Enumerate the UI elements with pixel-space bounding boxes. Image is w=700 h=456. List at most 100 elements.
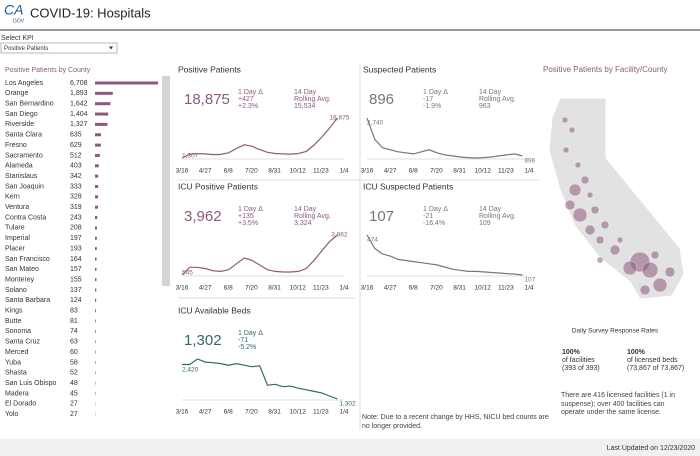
county-name: Ventura xyxy=(5,204,29,211)
facility-bubble xyxy=(639,284,651,296)
county-bar xyxy=(95,350,96,354)
kpi-dropdown[interactable] xyxy=(0,42,118,54)
county-value: 403 xyxy=(70,163,82,170)
x-tick-label: 6/8 xyxy=(224,409,233,416)
hhs-note: Note: Due to a recent change by HHS, NIC… xyxy=(362,414,549,430)
avg-label: 14 Day xyxy=(479,89,502,96)
trend-line xyxy=(182,358,338,400)
county-value: 58 xyxy=(70,359,78,366)
county-bar xyxy=(95,133,101,137)
county-name: Kings xyxy=(5,308,23,315)
county-name: El Dorado xyxy=(5,401,36,408)
county-bar xyxy=(95,360,96,364)
county-value: 328 xyxy=(70,194,82,201)
x-tick-label: 1/4 xyxy=(339,168,348,175)
facility-bubble xyxy=(616,236,624,244)
county-name: Solano xyxy=(5,287,27,294)
facility-bubble xyxy=(595,235,605,245)
panel-title: ICU Available Beds xyxy=(178,305,251,315)
facility-bubble xyxy=(609,244,621,256)
x-tick-label: 3/16 xyxy=(176,285,189,292)
survey-pct: 100% xyxy=(627,349,646,356)
county-value: 319 xyxy=(70,204,82,211)
kpi-selected[interactable]: Positive Patients xyxy=(4,46,48,52)
x-tick-label: 4/27 xyxy=(199,168,212,175)
page-title: COVID-19: Hospitals xyxy=(30,5,151,20)
county-name: Fresno xyxy=(5,142,27,149)
facility-bubble xyxy=(600,220,610,230)
county-bar xyxy=(95,102,111,106)
x-tick-label: 1/4 xyxy=(339,285,348,292)
county-name: Yolo xyxy=(5,411,18,418)
panel-title: Suspected Patients xyxy=(363,64,436,74)
start-label: 2,420 xyxy=(182,366,199,373)
x-tick-label: 6/8 xyxy=(409,168,418,175)
start-label: 474 xyxy=(367,237,378,244)
county-value: 52 xyxy=(70,370,78,377)
panel-value: 1,302 xyxy=(184,332,222,349)
county-value: 512 xyxy=(70,152,82,159)
county-value: 157 xyxy=(70,266,82,273)
x-tick-label: 1/4 xyxy=(524,285,533,292)
county-value: 27 xyxy=(70,401,78,408)
facility-bubble xyxy=(564,199,576,211)
county-value: 63 xyxy=(70,339,78,346)
end-label: 18,875 xyxy=(329,115,349,122)
panel-value: 107 xyxy=(369,208,394,225)
x-tick-label: 6/8 xyxy=(409,285,418,292)
panel-title: Positive Patients xyxy=(178,64,241,74)
county-name: San Bernardino xyxy=(5,101,54,108)
county-name: San Francisco xyxy=(5,256,50,263)
facility-bubble xyxy=(586,191,594,199)
county-bar xyxy=(95,112,109,116)
delta-pct: +2.3% xyxy=(238,103,258,110)
county-name: Alameda xyxy=(5,163,33,170)
facility-bubble xyxy=(561,116,569,124)
delta: -21 xyxy=(423,213,433,220)
facility-bubble xyxy=(562,146,570,154)
scrollbar[interactable] xyxy=(162,76,170,286)
county-value: 48 xyxy=(70,380,78,387)
start-label: 2,740 xyxy=(367,120,384,127)
avg: 109 xyxy=(479,220,491,227)
survey-title: Daily Survey Response Rates xyxy=(572,328,659,335)
delta-pct: -5.2% xyxy=(238,344,256,351)
facility-bubble xyxy=(596,256,604,264)
facility-bubble xyxy=(572,207,588,223)
logo: CA xyxy=(4,2,23,18)
delta: -71 xyxy=(238,337,248,344)
facility-bubble xyxy=(622,260,638,276)
panel-value: 18,875 xyxy=(184,91,230,108)
x-tick-label: 10/12 xyxy=(290,409,307,416)
county-value: 1,327 xyxy=(70,121,88,128)
x-tick-label: 11/23 xyxy=(498,168,514,175)
end-label: 107 xyxy=(524,277,535,284)
kpi-label: Select KPI xyxy=(1,35,34,42)
x-tick-label: 11/23 xyxy=(313,168,329,175)
facility-bubble xyxy=(641,261,659,279)
panel-value: 896 xyxy=(369,91,394,108)
avg-label: 14 Day xyxy=(294,89,317,96)
x-tick-label: 8/31 xyxy=(453,168,466,175)
county-value: 137 xyxy=(70,287,82,294)
delta-pct: -16.4% xyxy=(423,220,445,227)
county-bar xyxy=(95,216,98,220)
county-bar xyxy=(95,267,97,271)
x-tick-label: 7/20 xyxy=(430,285,443,292)
county-value: 45 xyxy=(70,390,78,397)
x-tick-label: 6/8 xyxy=(224,285,233,292)
facility-bubble xyxy=(574,161,582,169)
county-value: 197 xyxy=(70,235,82,242)
county-bar xyxy=(95,257,97,261)
x-tick-label: 3/16 xyxy=(176,168,189,175)
survey-pct: 100% xyxy=(562,349,581,356)
facility-bubble xyxy=(590,205,600,215)
county-value: 208 xyxy=(70,225,82,232)
county-value: 27 xyxy=(70,411,78,418)
county-name: Sonoma xyxy=(5,328,31,335)
county-name: Santa Barbara xyxy=(5,297,50,304)
x-tick-label: 10/12 xyxy=(475,168,492,175)
delta: -17 xyxy=(423,96,433,103)
county-name: Yuba xyxy=(5,359,21,366)
county-value: 635 xyxy=(70,132,82,139)
